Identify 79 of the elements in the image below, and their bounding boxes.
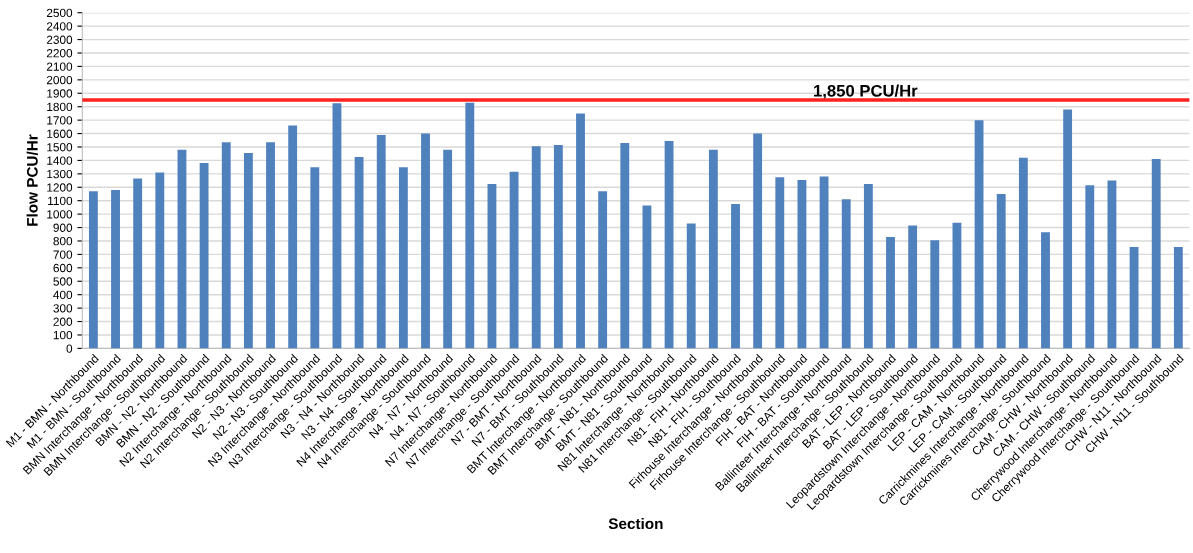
y-tick-label: 2100: [46, 62, 73, 71]
bar: [1151, 159, 1161, 349]
bar: [996, 193, 1006, 349]
y-tick-label: 1700: [47, 116, 73, 125]
y-tick-label: 300: [53, 304, 73, 313]
bar: [797, 179, 807, 349]
bar: [1018, 157, 1028, 349]
y-tick-label: 1600: [47, 129, 73, 138]
y-tick-label: 1100: [48, 196, 73, 206]
bar: [199, 163, 209, 349]
ref-line-label: 1,850 PCU/Hr: [814, 84, 918, 100]
bar: [553, 144, 563, 349]
bar: [509, 171, 519, 349]
y-tick-label: 700: [53, 250, 73, 259]
bar: [1085, 185, 1095, 349]
bar: [819, 176, 829, 349]
y-axis-title: Flow PCU/Hr: [26, 134, 38, 226]
y-tick-label: 1300: [47, 169, 73, 179]
bar: [155, 172, 165, 349]
bar: [266, 142, 275, 349]
y-tick-label: 2500: [46, 8, 73, 18]
bar: [708, 149, 718, 349]
bar: [598, 191, 608, 349]
y-tick-label: 600: [53, 263, 73, 273]
bar: [133, 178, 143, 349]
bar: [576, 113, 585, 349]
bar: [177, 149, 187, 349]
bar: [886, 236, 895, 349]
bar: [686, 223, 696, 349]
y-tick-label: 100: [53, 331, 73, 340]
y-tick-label: 500: [53, 277, 73, 286]
bar: [642, 205, 652, 349]
y-tick-label: 2300: [46, 35, 73, 44]
y-tick-label: 0: [66, 344, 73, 353]
bar: [1107, 180, 1117, 349]
bar: [111, 189, 120, 349]
bar: [398, 167, 408, 349]
y-tick-label: 1200: [47, 183, 73, 192]
y-tick-label: 1000: [47, 210, 73, 219]
bar: [487, 183, 497, 349]
y-tick-label: 1800: [47, 102, 73, 112]
y-tick-label: 800: [53, 237, 73, 246]
bar: [908, 225, 918, 349]
y-tick-label: 2200: [46, 49, 73, 58]
bar: [863, 183, 873, 349]
y-tick-label: 400: [53, 290, 73, 300]
bar: [930, 240, 940, 349]
bar: [310, 167, 320, 349]
bar: [841, 199, 851, 349]
bar: [1129, 247, 1139, 349]
y-tick-label: 1900: [47, 89, 73, 98]
x-axis-title: Section: [608, 517, 663, 530]
bar: [664, 140, 674, 349]
y-tick-label: 2000: [46, 75, 73, 85]
bar: [465, 102, 475, 349]
bar: [221, 142, 231, 349]
bar: [1063, 109, 1073, 349]
bar: [88, 191, 98, 349]
y-tick-label: 200: [53, 317, 73, 326]
y-tick-label: 1400: [47, 156, 73, 165]
bar: [443, 149, 453, 349]
bar: [952, 222, 962, 349]
y-tick-label: 900: [53, 223, 73, 232]
y-tick-label: 2400: [46, 22, 73, 31]
bar: [288, 125, 298, 349]
bar: [243, 153, 253, 349]
bar: [376, 134, 386, 349]
bar: [775, 177, 785, 349]
bar: [421, 133, 430, 349]
bar: [974, 120, 984, 349]
bar: [332, 103, 342, 349]
bar: [531, 146, 541, 349]
bar: [1041, 232, 1050, 349]
bar: [620, 142, 630, 349]
y-tick-label: 1500: [47, 143, 73, 152]
bar: [1173, 247, 1183, 349]
bar: [354, 157, 364, 349]
bar: [753, 133, 763, 349]
bar: [731, 204, 740, 349]
